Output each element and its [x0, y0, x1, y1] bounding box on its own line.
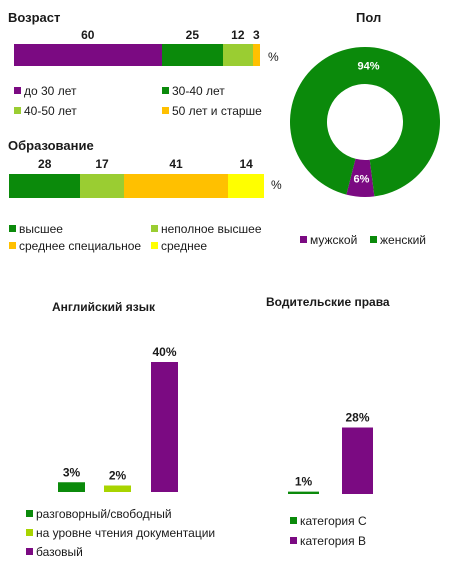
age-chart-title: Возраст [8, 10, 61, 25]
age-stacked-bar [14, 44, 260, 66]
education-segment-label-3: 14 [239, 157, 253, 171]
age-legend-item-3: 50 лет и старше [162, 104, 262, 118]
education-legend-swatch-2 [9, 242, 16, 249]
education-legend-item-3: среднее [151, 239, 207, 253]
education-segment-2 [123, 174, 229, 198]
education-legend-label-3: среднее [161, 239, 208, 253]
license-legend-item-0: категория С [290, 514, 367, 528]
english-legend-label-0: разговорный/свободный [36, 507, 172, 521]
english-legend-swatch-1 [26, 529, 33, 536]
age-segment-0 [14, 44, 162, 66]
age-legend-swatch-3 [162, 107, 169, 114]
gender-legend-swatch-1 [370, 236, 377, 243]
education-legend-swatch-3 [151, 242, 158, 249]
age-segment-label-2: 12 [231, 28, 245, 42]
english-legend-item-1: на уровне чтения документации [26, 526, 215, 540]
age-legend-label-3: 50 лет и старше [172, 104, 262, 118]
license-legend-label-1: категория В [300, 534, 366, 548]
license-bar-label-0: 1% [295, 475, 313, 489]
gender-slice-0 [346, 158, 375, 197]
gender-legend: мужской женский [300, 233, 450, 249]
education-legend-item-1: неполное высшее [151, 222, 262, 236]
english-legend-item-0: разговорный/свободный [26, 507, 172, 521]
education-legend-label-0: высшее [19, 222, 63, 236]
education-legend-label-1: неполное высшее [161, 222, 262, 236]
english-bar-1 [104, 485, 131, 492]
age-bar-labels: 60 25 12 3 [14, 28, 260, 44]
gender-donut-chart: 6% 94% [290, 46, 440, 197]
license-legend-swatch-0 [290, 517, 297, 524]
license-bar-chart: 1% 28% [288, 411, 373, 494]
license-bar-0 [288, 491, 319, 494]
gender-chart-title: Пол [356, 10, 382, 25]
age-legend-label-2: 40-50 лет [24, 104, 77, 118]
english-legend-swatch-2 [26, 548, 33, 555]
english-bar-label-0: 3% [63, 465, 81, 479]
age-unit-sign: % [268, 50, 279, 64]
license-legend-label-0: категория С [300, 514, 367, 528]
english-bar-label-2: 40% [152, 345, 176, 359]
age-segment-3 [252, 44, 260, 66]
education-legend: высшее неполное высшее среднее специальное… [9, 222, 299, 262]
age-legend-swatch-1 [162, 87, 169, 94]
age-legend-swatch-2 [14, 107, 21, 114]
gender-legend-label-1: женский [380, 233, 426, 247]
education-legend-label-2: среднее специальное [19, 239, 142, 253]
license-bar-label-1: 28% [345, 411, 369, 425]
age-segment-2 [223, 44, 253, 66]
age-legend-label-0: до 30 лет [24, 84, 77, 98]
gender-legend-item-0: мужской [300, 233, 357, 247]
license-legend: категория С категория В [290, 514, 440, 554]
english-bar-2 [151, 362, 178, 492]
english-legend-item-2: базовый [26, 545, 83, 559]
gender-slice-label-1: 94% [358, 61, 380, 73]
age-segment-1 [161, 44, 224, 66]
education-segment-3 [228, 174, 264, 198]
education-legend-swatch-0 [9, 225, 16, 232]
gender-slice-label-0: 6% [353, 173, 369, 185]
education-legend-item-2: среднее специальное [9, 239, 141, 253]
education-stacked-bar [9, 174, 264, 198]
age-segment-label-1: 25 [185, 28, 200, 42]
education-legend-swatch-1 [151, 225, 158, 232]
english-bar-0 [58, 482, 85, 492]
license-legend-item-1: категория В [290, 534, 366, 548]
gender-legend-swatch-0 [300, 236, 307, 243]
education-legend-item-0: высшее [9, 222, 63, 236]
english-legend: разговорный/свободный на уровне чтения до… [26, 507, 256, 567]
english-bar-chart: 3% 2% 40% [58, 345, 178, 492]
education-segment-0 [9, 174, 81, 198]
age-legend-item-1: 30-40 лет [162, 84, 225, 98]
license-legend-swatch-1 [290, 537, 297, 544]
license-bar-1 [342, 427, 373, 494]
english-bar-label-1: 2% [109, 469, 127, 483]
education-chart-title: Образование [8, 138, 94, 153]
english-legend-label-1: на уровне чтения документации [36, 526, 216, 540]
age-legend-item-0: до 30 лет [14, 84, 76, 98]
age-segment-label-3: 3 [252, 28, 260, 42]
gender-legend-label-0: мужской [310, 233, 358, 247]
education-segment-label-2: 41 [169, 157, 183, 171]
age-segment-label-0: 60 [81, 28, 95, 42]
license-chart-title: Водительские права [266, 295, 390, 309]
age-legend-item-2: 40-50 лет [14, 104, 77, 118]
education-segment-label-1: 17 [95, 157, 109, 171]
gender-slice-1 [290, 46, 440, 197]
english-chart-title: Английский язык [52, 300, 155, 314]
english-legend-swatch-0 [26, 510, 33, 517]
english-legend-label-2: базовый [36, 545, 83, 559]
education-segment-1 [80, 174, 124, 198]
age-legend: до 30 лет 30-40 лет 40-50 лет 50 лет и стар… [14, 84, 304, 124]
age-legend-label-1: 30-40 лет [172, 84, 225, 98]
education-unit-sign: % [271, 178, 282, 192]
education-segment-label-0: 28 [38, 157, 52, 171]
education-bar-labels: 28 17 41 14 [9, 157, 264, 173]
gender-legend-item-1: женский [370, 233, 426, 247]
age-legend-swatch-0 [14, 87, 21, 94]
